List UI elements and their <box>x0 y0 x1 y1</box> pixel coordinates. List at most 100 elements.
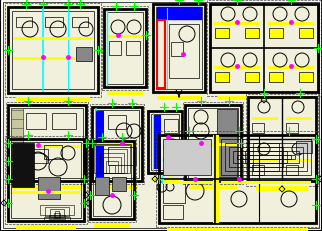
Bar <box>245 151 287 163</box>
Bar <box>185 106 241 181</box>
Bar <box>188 109 238 178</box>
Bar <box>245 73 259 83</box>
Bar <box>103 157 121 173</box>
Bar <box>163 205 183 219</box>
Bar <box>5 137 87 224</box>
Bar <box>253 143 279 171</box>
Bar <box>183 103 243 184</box>
Bar <box>296 141 312 153</box>
Bar <box>157 21 165 89</box>
Bar <box>92 108 142 181</box>
Bar <box>12 185 82 189</box>
Bar <box>252 118 278 121</box>
Bar <box>90 105 144 184</box>
Bar <box>157 8 201 20</box>
Bar <box>52 113 76 129</box>
Bar <box>286 123 298 134</box>
Bar <box>93 144 131 216</box>
Bar <box>38 177 60 199</box>
Bar <box>13 38 93 41</box>
Bar <box>245 29 259 39</box>
Bar <box>11 142 81 218</box>
Bar <box>49 215 65 219</box>
Bar <box>12 143 34 187</box>
Bar <box>11 109 83 178</box>
Bar <box>164 119 178 134</box>
Bar <box>189 143 237 146</box>
Bar <box>237 155 295 159</box>
Bar <box>97 149 127 173</box>
Bar <box>100 153 124 173</box>
Bar <box>104 10 146 88</box>
Bar <box>229 147 303 167</box>
Bar <box>44 217 70 220</box>
Bar <box>252 123 264 134</box>
Bar <box>153 5 205 93</box>
Bar <box>252 159 278 162</box>
Bar <box>40 205 74 215</box>
Bar <box>88 138 136 222</box>
Bar <box>252 165 264 175</box>
Bar <box>241 155 291 159</box>
Bar <box>8 106 86 181</box>
Bar <box>189 185 237 189</box>
Bar <box>12 191 80 194</box>
Bar <box>76 48 92 62</box>
Bar <box>109 165 115 173</box>
Bar <box>215 29 229 39</box>
Bar <box>148 112 182 173</box>
Bar <box>12 145 82 148</box>
Bar <box>94 223 130 228</box>
Bar <box>207 1 321 97</box>
Bar <box>55 211 59 217</box>
Bar <box>112 177 126 191</box>
Bar <box>246 94 318 186</box>
Bar <box>54 213 60 218</box>
Bar <box>96 185 138 189</box>
Bar <box>167 228 308 231</box>
Bar <box>90 141 134 219</box>
Bar <box>11 109 23 178</box>
Bar <box>96 112 104 177</box>
Bar <box>13 58 93 61</box>
Bar <box>233 151 299 163</box>
Bar <box>106 161 118 173</box>
Bar <box>215 73 229 83</box>
Bar <box>45 207 69 216</box>
Bar <box>156 131 319 227</box>
Bar <box>269 29 283 39</box>
Bar <box>151 177 179 181</box>
Bar <box>16 18 32 28</box>
Bar <box>221 139 311 175</box>
Bar <box>213 135 219 223</box>
Bar <box>95 177 109 195</box>
Bar <box>16 225 76 230</box>
Bar <box>225 143 307 171</box>
Bar <box>45 18 63 28</box>
Bar <box>218 97 310 100</box>
Bar <box>108 116 126 129</box>
Bar <box>107 36 143 39</box>
Bar <box>26 113 46 129</box>
Bar <box>268 23 314 26</box>
Bar <box>156 8 202 90</box>
Bar <box>102 7 148 91</box>
Bar <box>107 92 143 96</box>
Bar <box>16 97 90 102</box>
Bar <box>299 29 313 39</box>
Bar <box>95 110 139 178</box>
Bar <box>169 25 199 79</box>
Bar <box>299 73 313 83</box>
Bar <box>248 97 316 181</box>
Bar <box>44 145 62 159</box>
Bar <box>72 18 88 28</box>
Bar <box>153 116 161 169</box>
Bar <box>8 8 98 94</box>
Bar <box>157 97 201 100</box>
Bar <box>190 147 210 165</box>
Bar <box>249 147 283 167</box>
Bar <box>159 135 316 223</box>
Bar <box>163 139 211 175</box>
Bar <box>171 43 183 57</box>
Bar <box>28 149 48 163</box>
